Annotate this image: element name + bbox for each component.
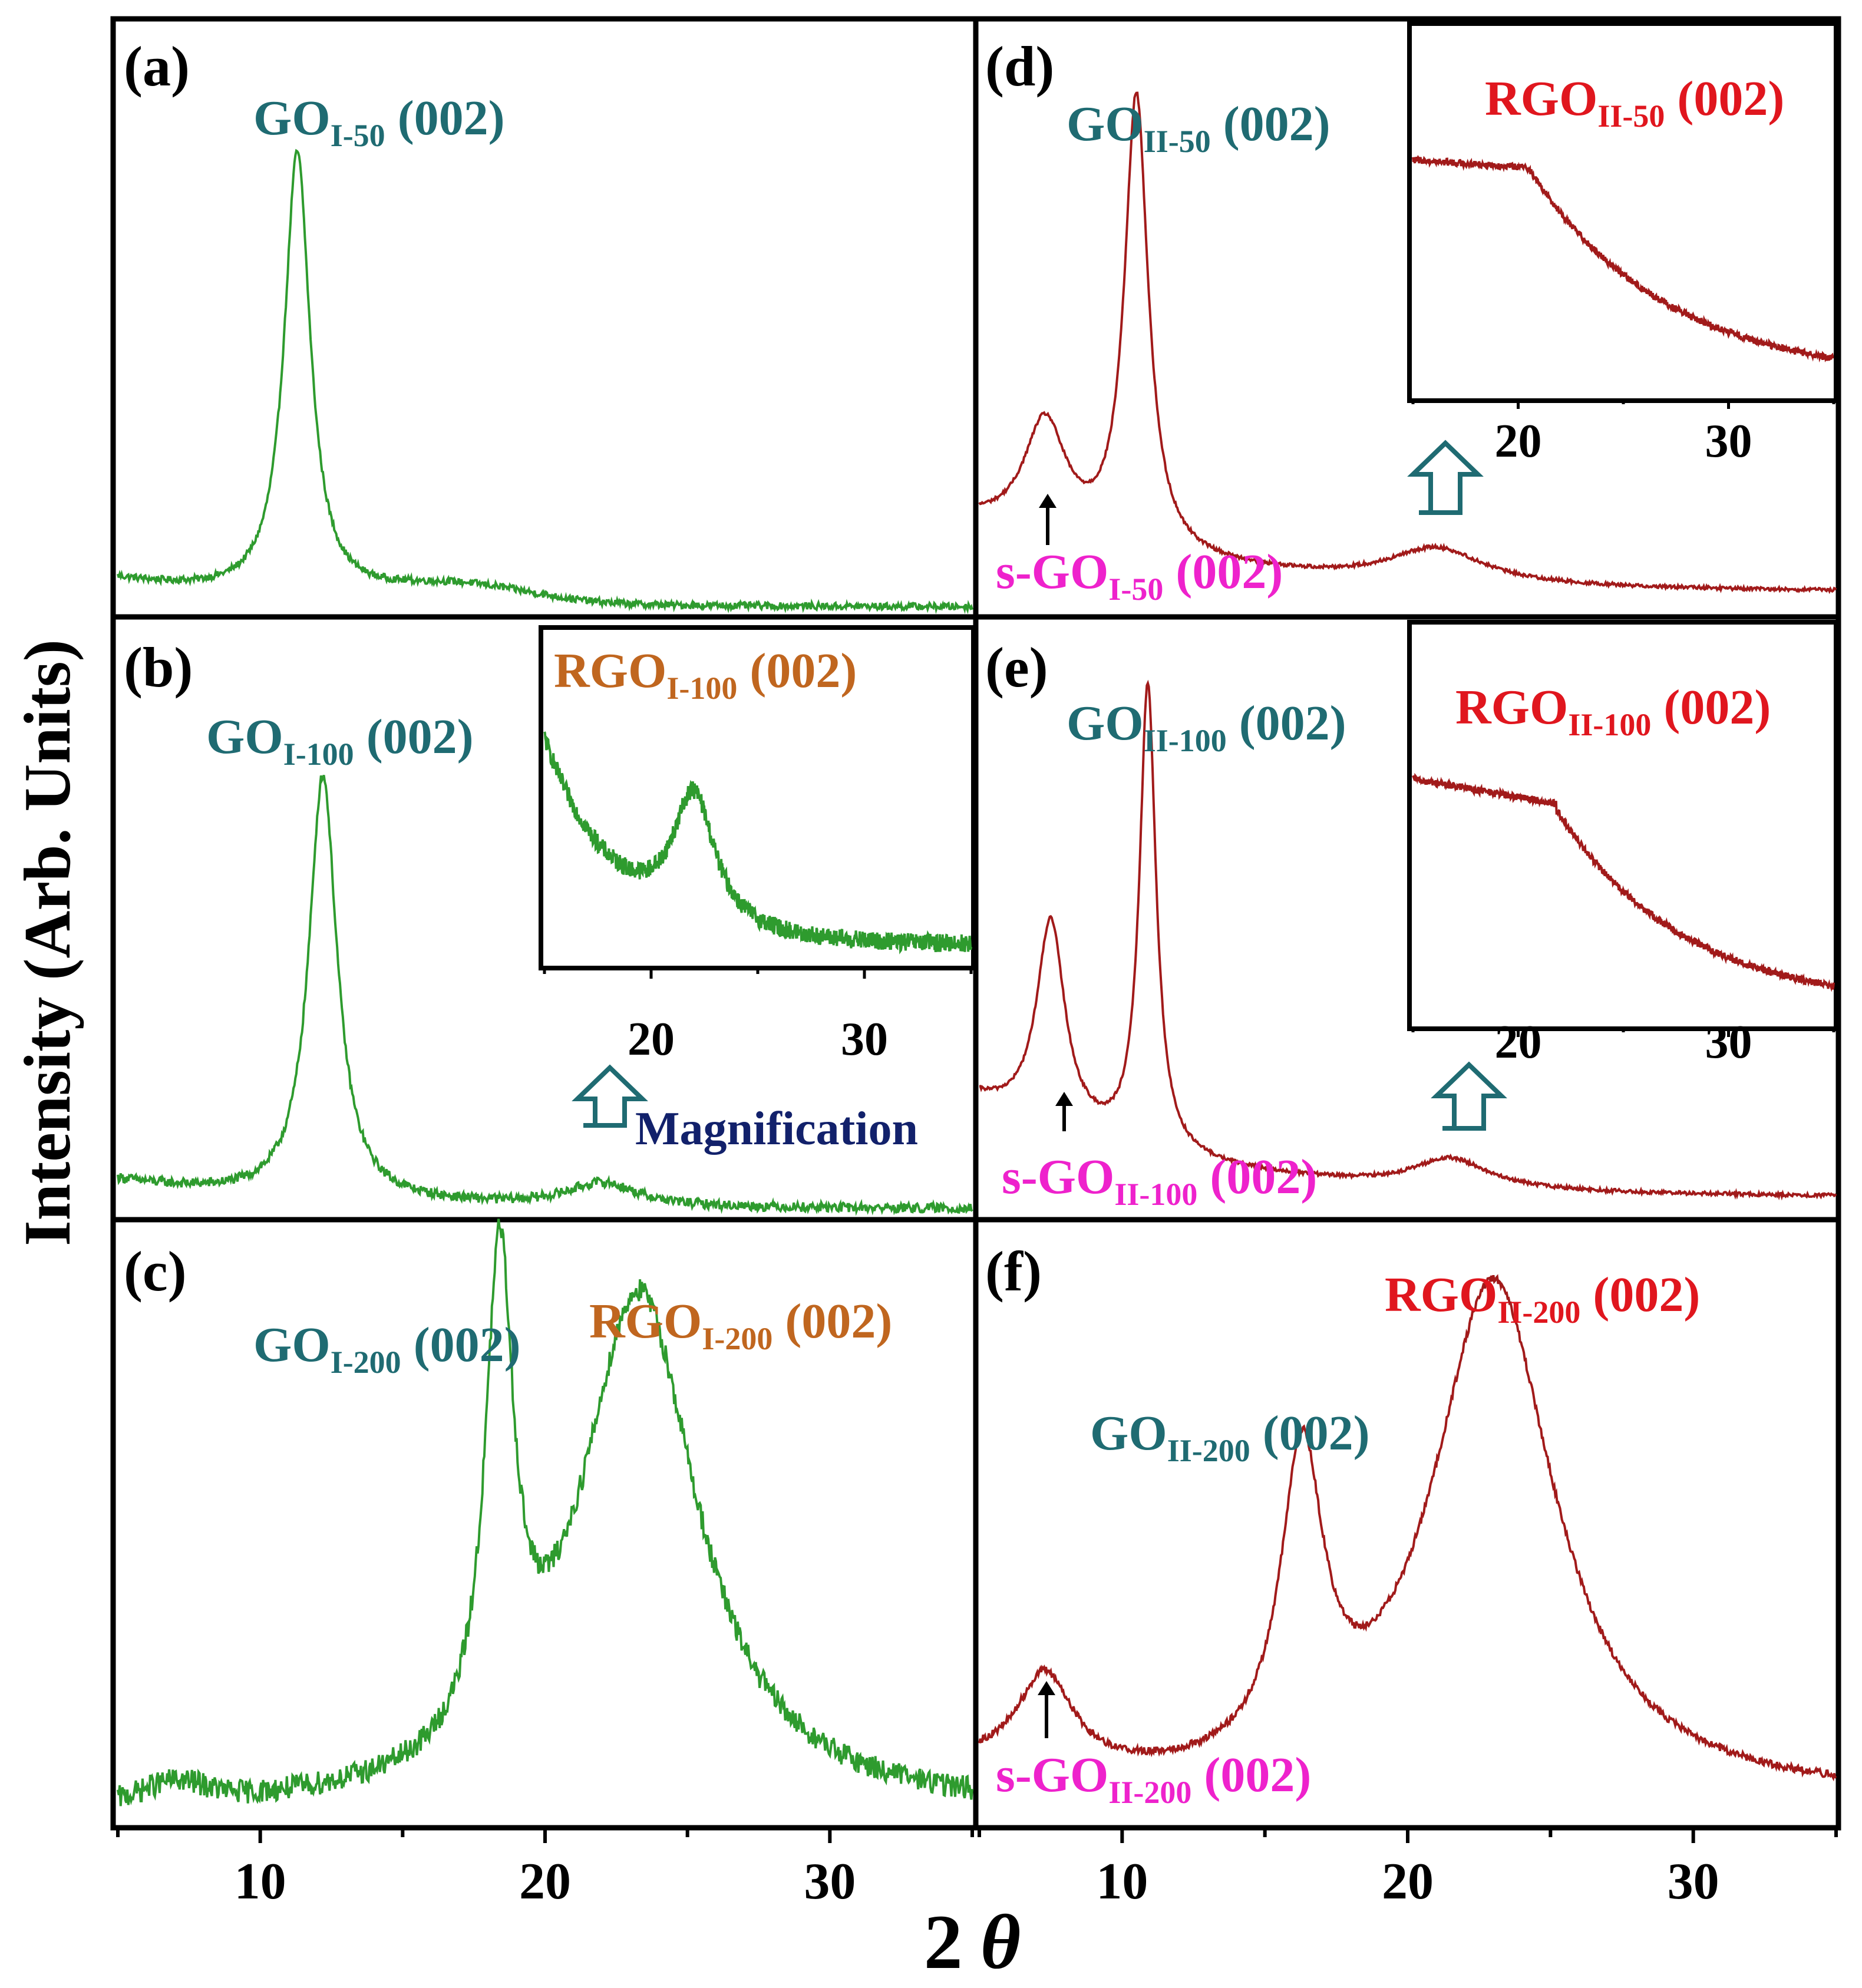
- peak-label-sgo-e: s-GOII-100 (002): [1002, 1150, 1317, 1212]
- curve-panel-c: [117, 1218, 973, 1807]
- peak-label-rgo-d-inset: RGOII-50 (002): [1485, 71, 1784, 134]
- magnification-arrow-b: [572, 1064, 648, 1128]
- x-tick-label: 30: [804, 1853, 856, 1910]
- curve-panel-b: [117, 774, 973, 1216]
- curve-panel-f: [978, 1274, 1837, 1782]
- x-tick-label: 20: [1382, 1853, 1434, 1910]
- peak-label-sgo-d: s-GOI-50 (002): [996, 544, 1283, 607]
- curve-panel-a: [117, 148, 973, 615]
- peak-label-go-d: GOII-50 (002): [1067, 97, 1331, 159]
- inset-tick-label: 30: [841, 1013, 888, 1065]
- panel-label-d: (d): [985, 35, 1054, 98]
- spectra: [117, 91, 1837, 1807]
- peak-label-rgo-c: RGOI-200 (002): [589, 1294, 892, 1356]
- inset-tick-label: 20: [1495, 1016, 1542, 1068]
- curve-inset-d: [1412, 154, 1834, 363]
- magnification-arrow-e: [1431, 1061, 1507, 1131]
- sgo-arrow-f: [1038, 1681, 1055, 1738]
- panel-label-e: (e): [985, 636, 1048, 699]
- axis-ticks: 10 20 30 10 20 30 20 30 20 30 20 30: [116, 398, 1838, 1910]
- x-tick-label: 30: [1668, 1853, 1719, 1910]
- peak-label-rgo-e-inset: RGOII-100 (002): [1455, 680, 1771, 742]
- peak-label-go-f: GOII-200 (002): [1090, 1406, 1370, 1468]
- x-tick-label: 10: [235, 1853, 286, 1910]
- curve-inset-b: [543, 731, 972, 955]
- inset-tick-label: 30: [1705, 415, 1752, 467]
- x-tick-label: 20: [519, 1853, 571, 1910]
- inset-tick-label: 20: [1495, 415, 1542, 467]
- panel-label-b: (b): [124, 636, 193, 699]
- peak-label-rgo-b-inset: RGOI-100 (002): [554, 643, 857, 706]
- peak-label-go-c: GOI-200 (002): [253, 1317, 521, 1380]
- curve-inset-e: [1412, 772, 1835, 992]
- peak-label-sgo-f: s-GOII-200 (002): [996, 1748, 1311, 1810]
- peak-label-go-a: GOI-50 (002): [253, 91, 505, 153]
- sgo-arrow-e: [1055, 1092, 1073, 1131]
- panel-label-f: (f): [985, 1240, 1042, 1303]
- panel-label-a: (a): [124, 35, 190, 98]
- inset-tick-label: 20: [628, 1013, 675, 1065]
- peak-label-go-e: GOII-100 (002): [1067, 696, 1346, 758]
- curve-panel-e: [979, 679, 1837, 1201]
- x-tick-label: 10: [1096, 1853, 1148, 1910]
- y-axis-title: Intensity (Arb. Units): [11, 639, 84, 1246]
- panel-label-c: (c): [124, 1240, 187, 1303]
- inset-tick-label: 30: [1705, 1016, 1752, 1068]
- magnification-label: Magnification: [635, 1103, 918, 1155]
- curve-panel-d: [978, 91, 1837, 595]
- magnification-arrow-d: [1407, 440, 1484, 515]
- peak-label-rgo-f: RGOII-200 (002): [1385, 1267, 1700, 1330]
- peak-label-go-b: GOI-100 (002): [206, 709, 474, 772]
- sgo-arrow-d: [1039, 494, 1057, 545]
